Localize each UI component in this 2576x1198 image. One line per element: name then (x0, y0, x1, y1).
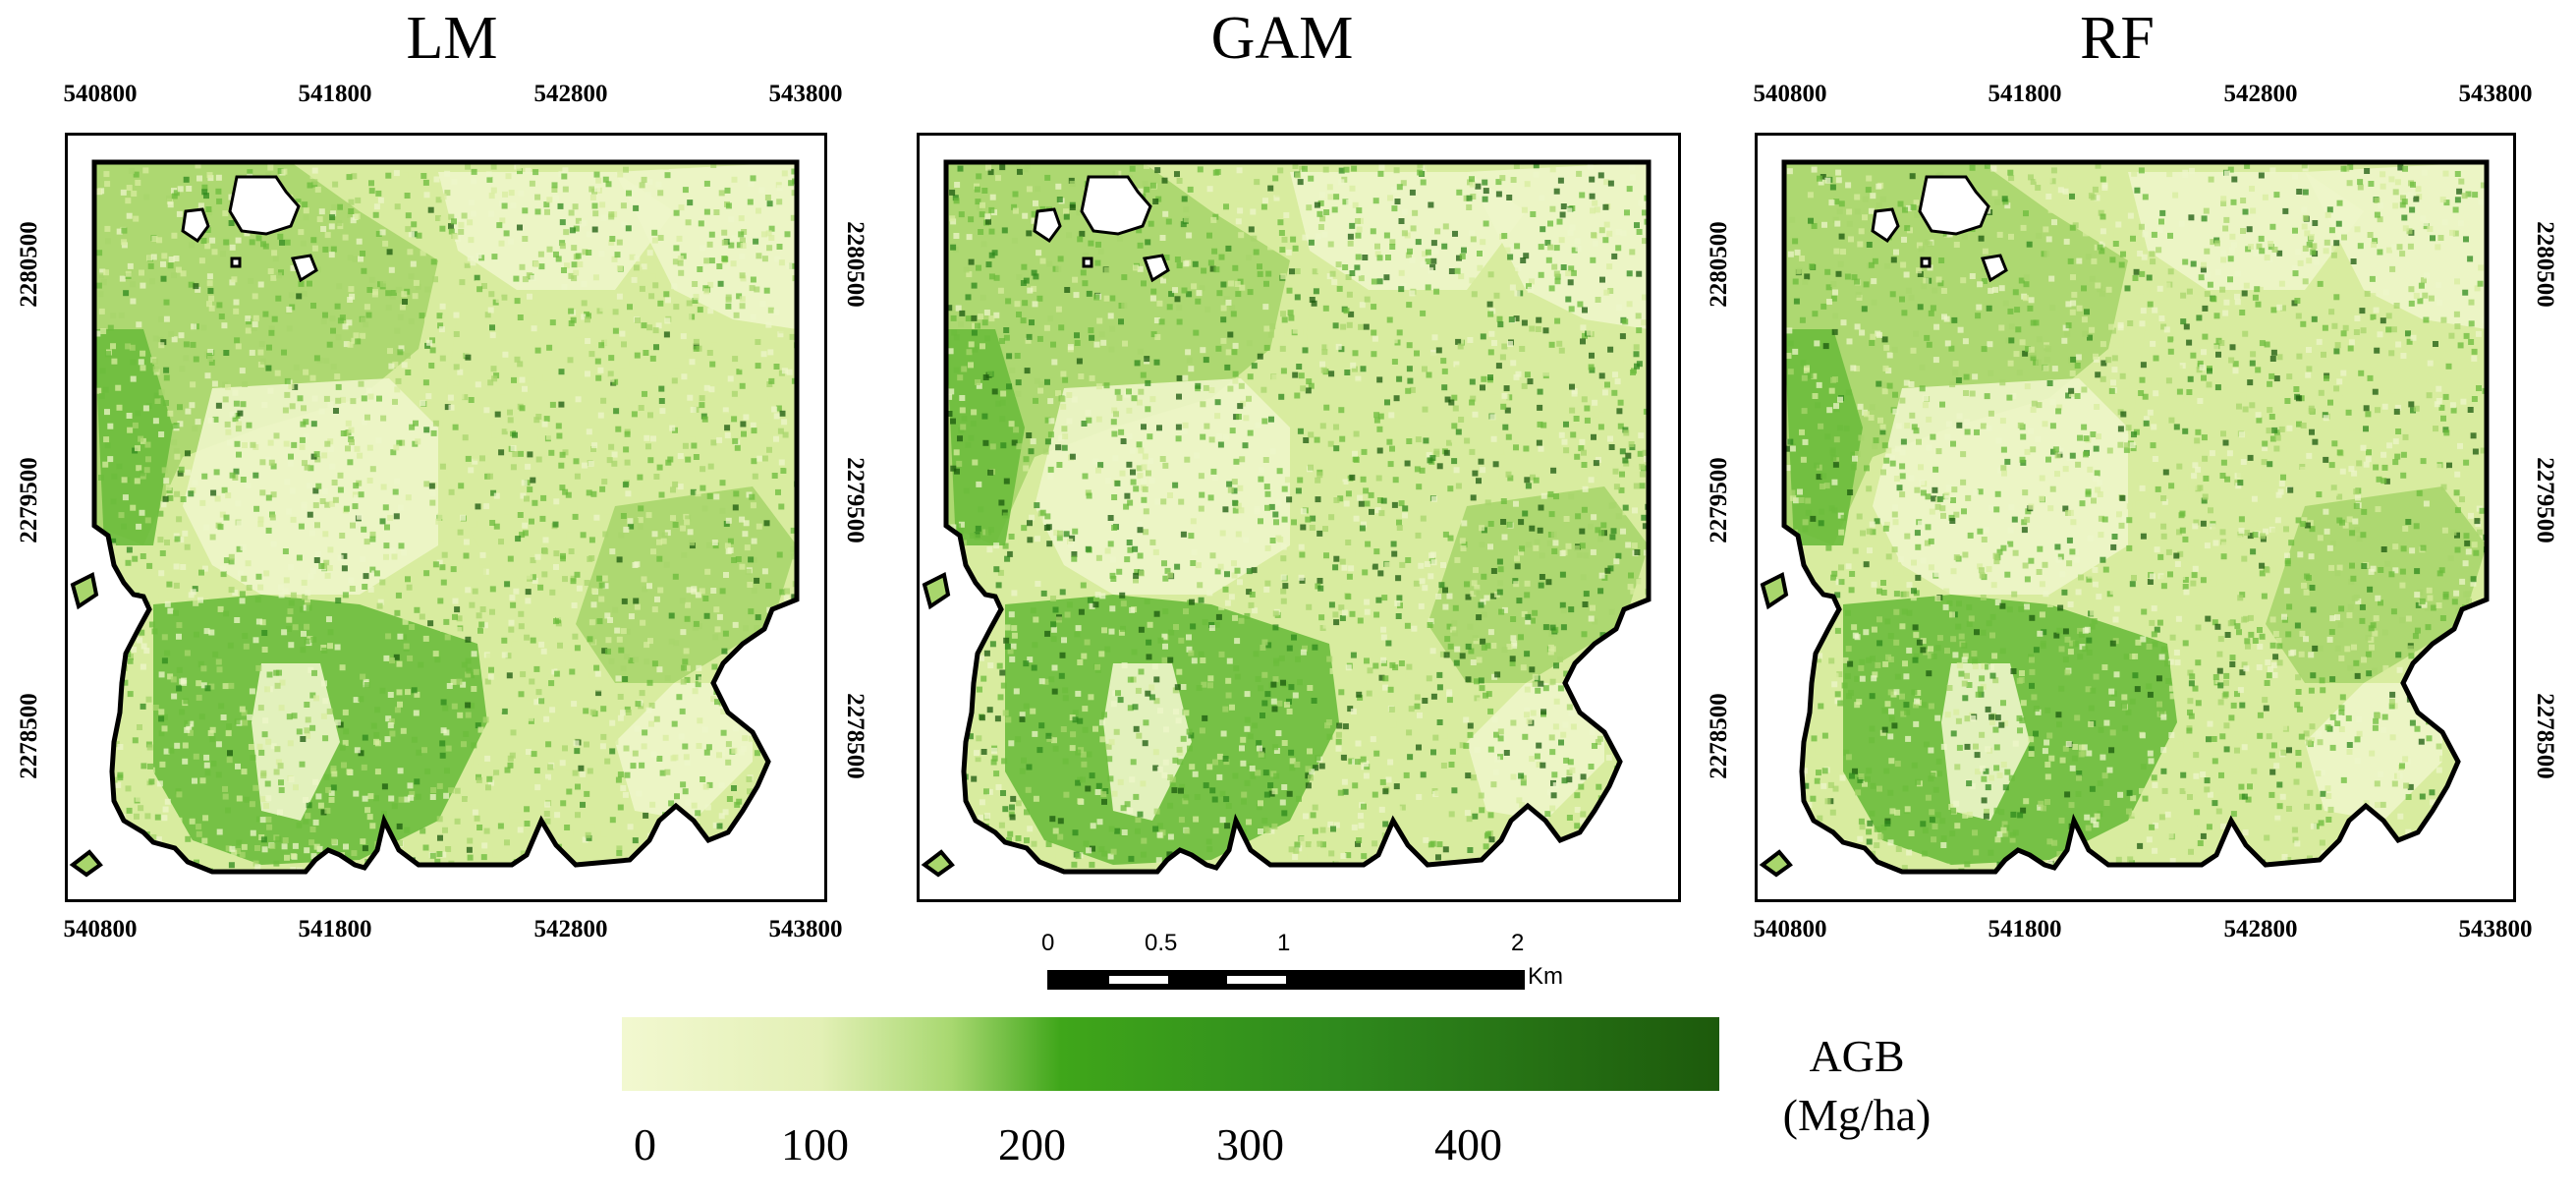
legend-tick-0: 0 (634, 1119, 656, 1169)
x-tick-bottom-rf-543800: 543800 (2458, 916, 2533, 942)
legend-tick-100: 100 (781, 1119, 849, 1169)
panel-title-gam: GAM (1210, 5, 1354, 72)
legend-tick-400: 400 (1434, 1119, 1502, 1169)
legend-title-agb: AGB (1809, 1031, 1905, 1081)
scale-label-0: 0 (1041, 930, 1055, 956)
scale-label-2: 2 (1511, 930, 1525, 956)
legend-tick-300: 300 (1216, 1119, 1284, 1169)
agb-raster (94, 162, 797, 872)
y-tick-left-lm-2280500: 2280500 (16, 221, 42, 308)
x-tick-bottom-rf-541800: 541800 (1988, 916, 2062, 942)
x-tick-bottom-lm-542800: 542800 (533, 916, 608, 942)
y-tick-right-lm-2279500: 2279500 (842, 457, 868, 543)
x-tick-top-lm-542800: 542800 (533, 81, 608, 107)
panel-title-lm: LM (406, 5, 498, 72)
y-tick-left-rf-2279500: 2279500 (1706, 457, 1732, 543)
y-tick-right-lm-2278500: 2278500 (842, 693, 868, 779)
x-tick-bottom-rf-540800: 540800 (1753, 916, 1827, 942)
study-area-boundary (943, 159, 1652, 875)
y-tick-right-rf-2278500: 2278500 (2532, 693, 2558, 779)
y-tick-right-rf-2280500: 2280500 (2532, 221, 2558, 308)
study-area-boundary (1781, 159, 2490, 875)
agb-map-lm (69, 159, 800, 878)
x-tick-bottom-lm-541800: 541800 (298, 916, 372, 942)
x-tick-top-lm-540800: 540800 (63, 81, 138, 107)
agb-color-ramp (622, 1017, 1719, 1091)
x-tick-bottom-lm-543800: 543800 (768, 916, 843, 942)
y-tick-right-rf-2279500: 2279500 (2532, 457, 2558, 543)
x-tick-top-rf-542800: 542800 (2223, 81, 2298, 107)
y-tick-right-lm-2280500: 2280500 (842, 221, 868, 308)
scale-label-0-5: 0.5 (1145, 930, 1178, 956)
legend-title-unit: (Mg/ha) (1782, 1090, 1932, 1140)
scale-label-1: 1 (1277, 930, 1291, 956)
panel-title-rf: RF (2080, 5, 2155, 72)
agb-map-rf (1759, 159, 2490, 878)
scale-unit-label: Km (1528, 963, 1563, 990)
x-tick-top-rf-540800: 540800 (1753, 81, 1827, 107)
y-tick-left-rf-2278500: 2278500 (1706, 693, 1732, 779)
y-tick-left-rf-2280500: 2280500 (1706, 221, 1732, 308)
x-tick-top-lm-541800: 541800 (298, 81, 372, 107)
y-tick-left-lm-2278500: 2278500 (16, 693, 42, 779)
study-area-boundary (91, 159, 800, 875)
agb-raster (1784, 162, 2487, 872)
x-tick-bottom-lm-540800: 540800 (63, 916, 138, 942)
x-tick-top-rf-541800: 541800 (1988, 81, 2062, 107)
x-tick-top-lm-543800: 543800 (768, 81, 843, 107)
agb-raster (946, 162, 1649, 872)
legend-tick-200: 200 (998, 1119, 1066, 1169)
y-tick-left-lm-2279500: 2279500 (16, 457, 42, 543)
x-tick-bottom-rf-542800: 542800 (2223, 916, 2298, 942)
agb-map-gam (921, 159, 1652, 878)
scale-bar (1047, 970, 1525, 990)
x-tick-top-rf-543800: 543800 (2458, 81, 2533, 107)
